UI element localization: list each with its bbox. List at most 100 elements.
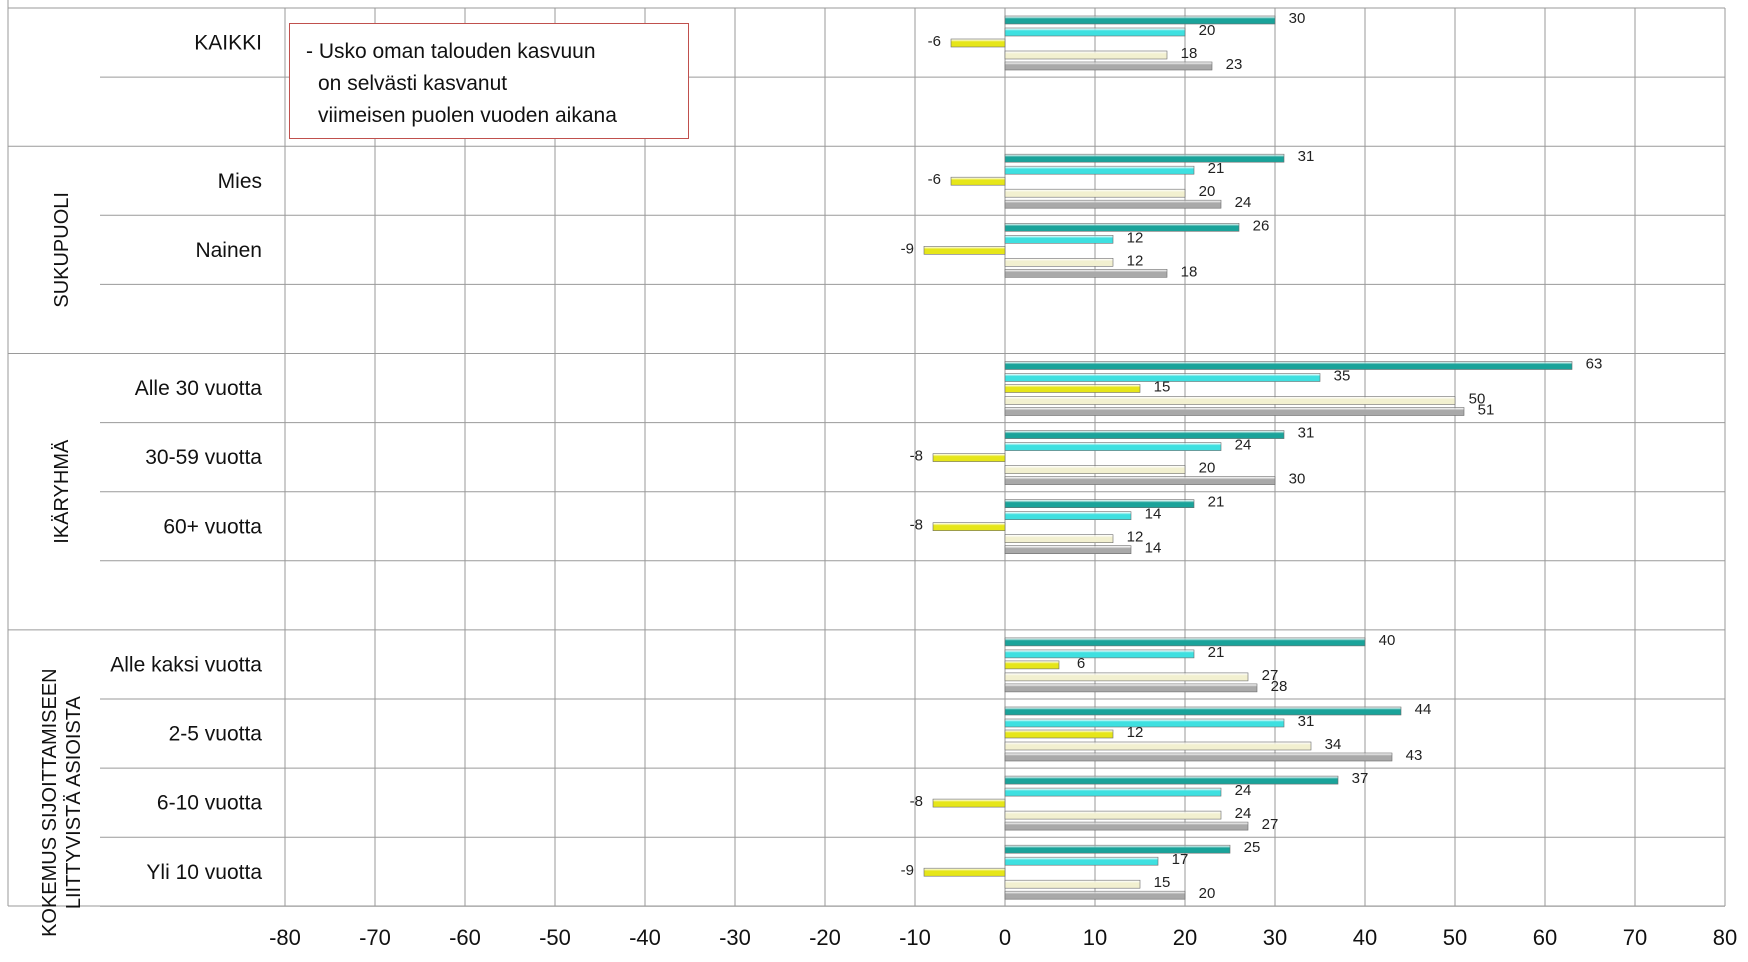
data-label: 12 — [1127, 529, 1144, 546]
group-label: LIITTYVISTÄ ASIOISTA — [63, 695, 85, 909]
bar — [1004, 775, 1339, 785]
data-label: -9 — [901, 862, 914, 879]
bar — [1004, 706, 1402, 716]
data-label: 21 — [1208, 160, 1225, 177]
category-label: 6-10 vuotta — [157, 792, 262, 815]
bar — [1004, 465, 1186, 474]
data-label: 31 — [1298, 713, 1315, 730]
data-label: 35 — [1334, 368, 1351, 385]
bar — [1004, 649, 1195, 659]
x-tick-label: 80 — [1713, 925, 1737, 950]
bar — [932, 453, 1006, 462]
data-label: -8 — [910, 448, 923, 465]
data-label: 37 — [1352, 770, 1369, 787]
bar — [1004, 235, 1114, 244]
data-label: 27 — [1262, 816, 1279, 833]
bar — [1004, 188, 1186, 198]
bar — [1004, 61, 1213, 71]
x-tick-label: -30 — [719, 925, 751, 950]
bar — [1004, 672, 1249, 682]
x-tick-label: 40 — [1353, 925, 1377, 950]
bar — [1004, 361, 1573, 370]
x-tick-label: -60 — [449, 925, 481, 950]
data-label: 21 — [1208, 644, 1225, 661]
x-tick-label: -10 — [899, 925, 931, 950]
bar — [1004, 821, 1249, 831]
category-label: KAIKKI — [194, 32, 262, 55]
bar — [1004, 844, 1231, 854]
category-label: Nainen — [195, 239, 262, 262]
data-label: 44 — [1415, 701, 1432, 718]
group-label: IKÄRYHMÄ — [51, 439, 73, 544]
bar — [1004, 856, 1159, 866]
bar — [1004, 268, 1168, 278]
data-label: 24 — [1235, 782, 1252, 799]
bar — [1004, 27, 1186, 37]
bar — [1004, 752, 1393, 762]
bar — [1004, 810, 1222, 820]
bar — [1004, 407, 1465, 416]
bar — [1004, 384, 1141, 393]
annotation-line: viimeisen puolen vuoden aikana — [318, 104, 617, 127]
data-label: 25 — [1244, 839, 1261, 856]
x-tick-label: 50 — [1443, 925, 1467, 950]
data-label: 15 — [1154, 379, 1171, 396]
data-label: 50 — [1469, 391, 1486, 408]
data-label: 14 — [1145, 506, 1162, 523]
annotation-line: on selvästi kasvanut — [318, 72, 508, 95]
group-label: SUKUPUOLI — [51, 192, 73, 308]
bar — [1004, 787, 1222, 797]
bar — [923, 246, 1006, 255]
data-label: 31 — [1298, 148, 1315, 165]
x-tick-label: -50 — [539, 925, 571, 950]
data-label: 20 — [1199, 22, 1216, 39]
data-label: -6 — [928, 171, 941, 188]
x-tick-label: 10 — [1083, 925, 1107, 950]
data-label: 17 — [1172, 851, 1189, 868]
data-label: 12 — [1127, 229, 1144, 246]
category-label: Alle kaksi vuotta — [110, 653, 262, 676]
data-label: 30 — [1289, 10, 1306, 27]
annotation-box: - Usko oman talouden kasvuun on selvästi… — [289, 23, 689, 139]
x-tick-label: 60 — [1533, 925, 1557, 950]
data-label: 31 — [1298, 425, 1315, 442]
bar — [1004, 430, 1285, 439]
data-label: 14 — [1145, 540, 1162, 557]
bar — [1004, 637, 1366, 647]
data-label: -8 — [910, 517, 923, 534]
bar — [1004, 741, 1312, 751]
data-label: 40 — [1379, 632, 1396, 649]
data-label: -8 — [910, 793, 923, 810]
x-tick-label: 0 — [999, 925, 1011, 950]
data-label: 51 — [1478, 402, 1495, 419]
category-label: 30-59 vuotta — [145, 446, 262, 469]
bar — [1004, 153, 1285, 163]
bar — [1004, 15, 1276, 25]
data-label: 6 — [1077, 655, 1085, 672]
bar — [1004, 223, 1240, 232]
data-label: 21 — [1208, 494, 1225, 511]
data-label: 28 — [1271, 678, 1288, 695]
x-tick-label: -20 — [809, 925, 841, 950]
bar — [1004, 683, 1258, 693]
data-label: 12 — [1127, 724, 1144, 741]
data-label: 27 — [1262, 667, 1279, 684]
data-label: 43 — [1406, 747, 1423, 764]
x-tick-label: -40 — [629, 925, 661, 950]
bar — [1004, 199, 1222, 209]
category-label: 60+ vuotta — [163, 515, 262, 538]
bar — [1004, 879, 1141, 889]
data-label: 20 — [1199, 460, 1216, 477]
data-label: -6 — [928, 33, 941, 50]
data-label: 15 — [1154, 874, 1171, 891]
data-label: 20 — [1199, 885, 1216, 902]
bar — [932, 522, 1006, 532]
bar — [1004, 729, 1114, 739]
data-label: 24 — [1235, 194, 1252, 211]
category-label: Yli 10 vuotta — [146, 861, 262, 884]
bar — [1004, 660, 1060, 670]
data-label: 26 — [1253, 217, 1270, 234]
data-label: 12 — [1127, 252, 1144, 269]
